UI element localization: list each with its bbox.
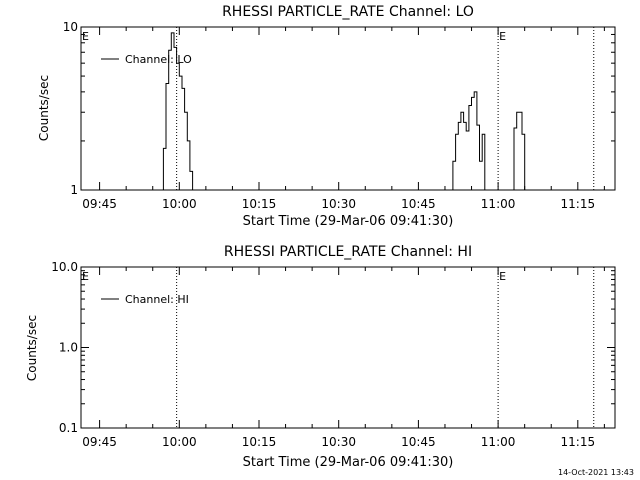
x-tick-label: 10:00 (162, 197, 197, 211)
x-tick-label: 10:45 (401, 435, 436, 449)
y-axis-label: Counts/sec (25, 315, 39, 381)
x-axis-label: Start Time (29-Mar-06 09:41:30) (243, 214, 454, 229)
event-marker-label: E (499, 270, 506, 283)
legend-label: Channel: LO (125, 53, 192, 66)
x-tick-label: 10:30 (321, 197, 356, 211)
event-marker-label: E (499, 30, 506, 43)
x-tick-label: 11:15 (561, 197, 596, 211)
x-tick-label: 11:00 (481, 435, 516, 449)
chart-panel-2: RHESSI PARTICLE_RATE Channel: HI 09:45 10:… (25, 244, 616, 470)
x-tick-label: 10:00 (162, 435, 197, 449)
y-tick-label: 1.0 (59, 341, 78, 355)
x-tick-label: 09:45 (82, 435, 117, 449)
y-tick-label: 1 (70, 183, 78, 197)
x-tick-label: 10:15 (242, 435, 277, 449)
x-tick-label: 11:15 (561, 435, 596, 449)
x-tick-label: 10:30 (321, 435, 356, 449)
y-axis-label: Counts/sec (37, 75, 51, 141)
y-tick-label: 10 (63, 20, 78, 34)
plot-frame (80, 26, 616, 191)
x-tick-label: 10:45 (401, 197, 436, 211)
y-tick-label: 0.1 (59, 421, 78, 435)
x-tick-label: 11:00 (481, 197, 516, 211)
chart-panel-1: RHESSI PARTICLE_RATE Channel: LO 09:45 10:… (37, 4, 616, 229)
x-tick-label: 10:15 (242, 197, 277, 211)
x-axis-label: Start Time (29-Mar-06 09:41:30) (243, 455, 454, 470)
plot-frame (80, 266, 616, 429)
series-line (160, 32, 526, 191)
event-marker-label: E (82, 30, 89, 43)
x-tick-label: 09:45 (82, 197, 117, 211)
chart-title: RHESSI PARTICLE_RATE Channel: HI (224, 244, 472, 260)
y-tick-label: 10.0 (51, 260, 78, 274)
footer-timestamp: 14-Oct-2021 13:43 (558, 468, 634, 477)
legend-label: Channel: HI (125, 293, 189, 306)
event-marker-label: E (82, 270, 89, 283)
chart-title: RHESSI PARTICLE_RATE Channel: LO (222, 4, 474, 20)
